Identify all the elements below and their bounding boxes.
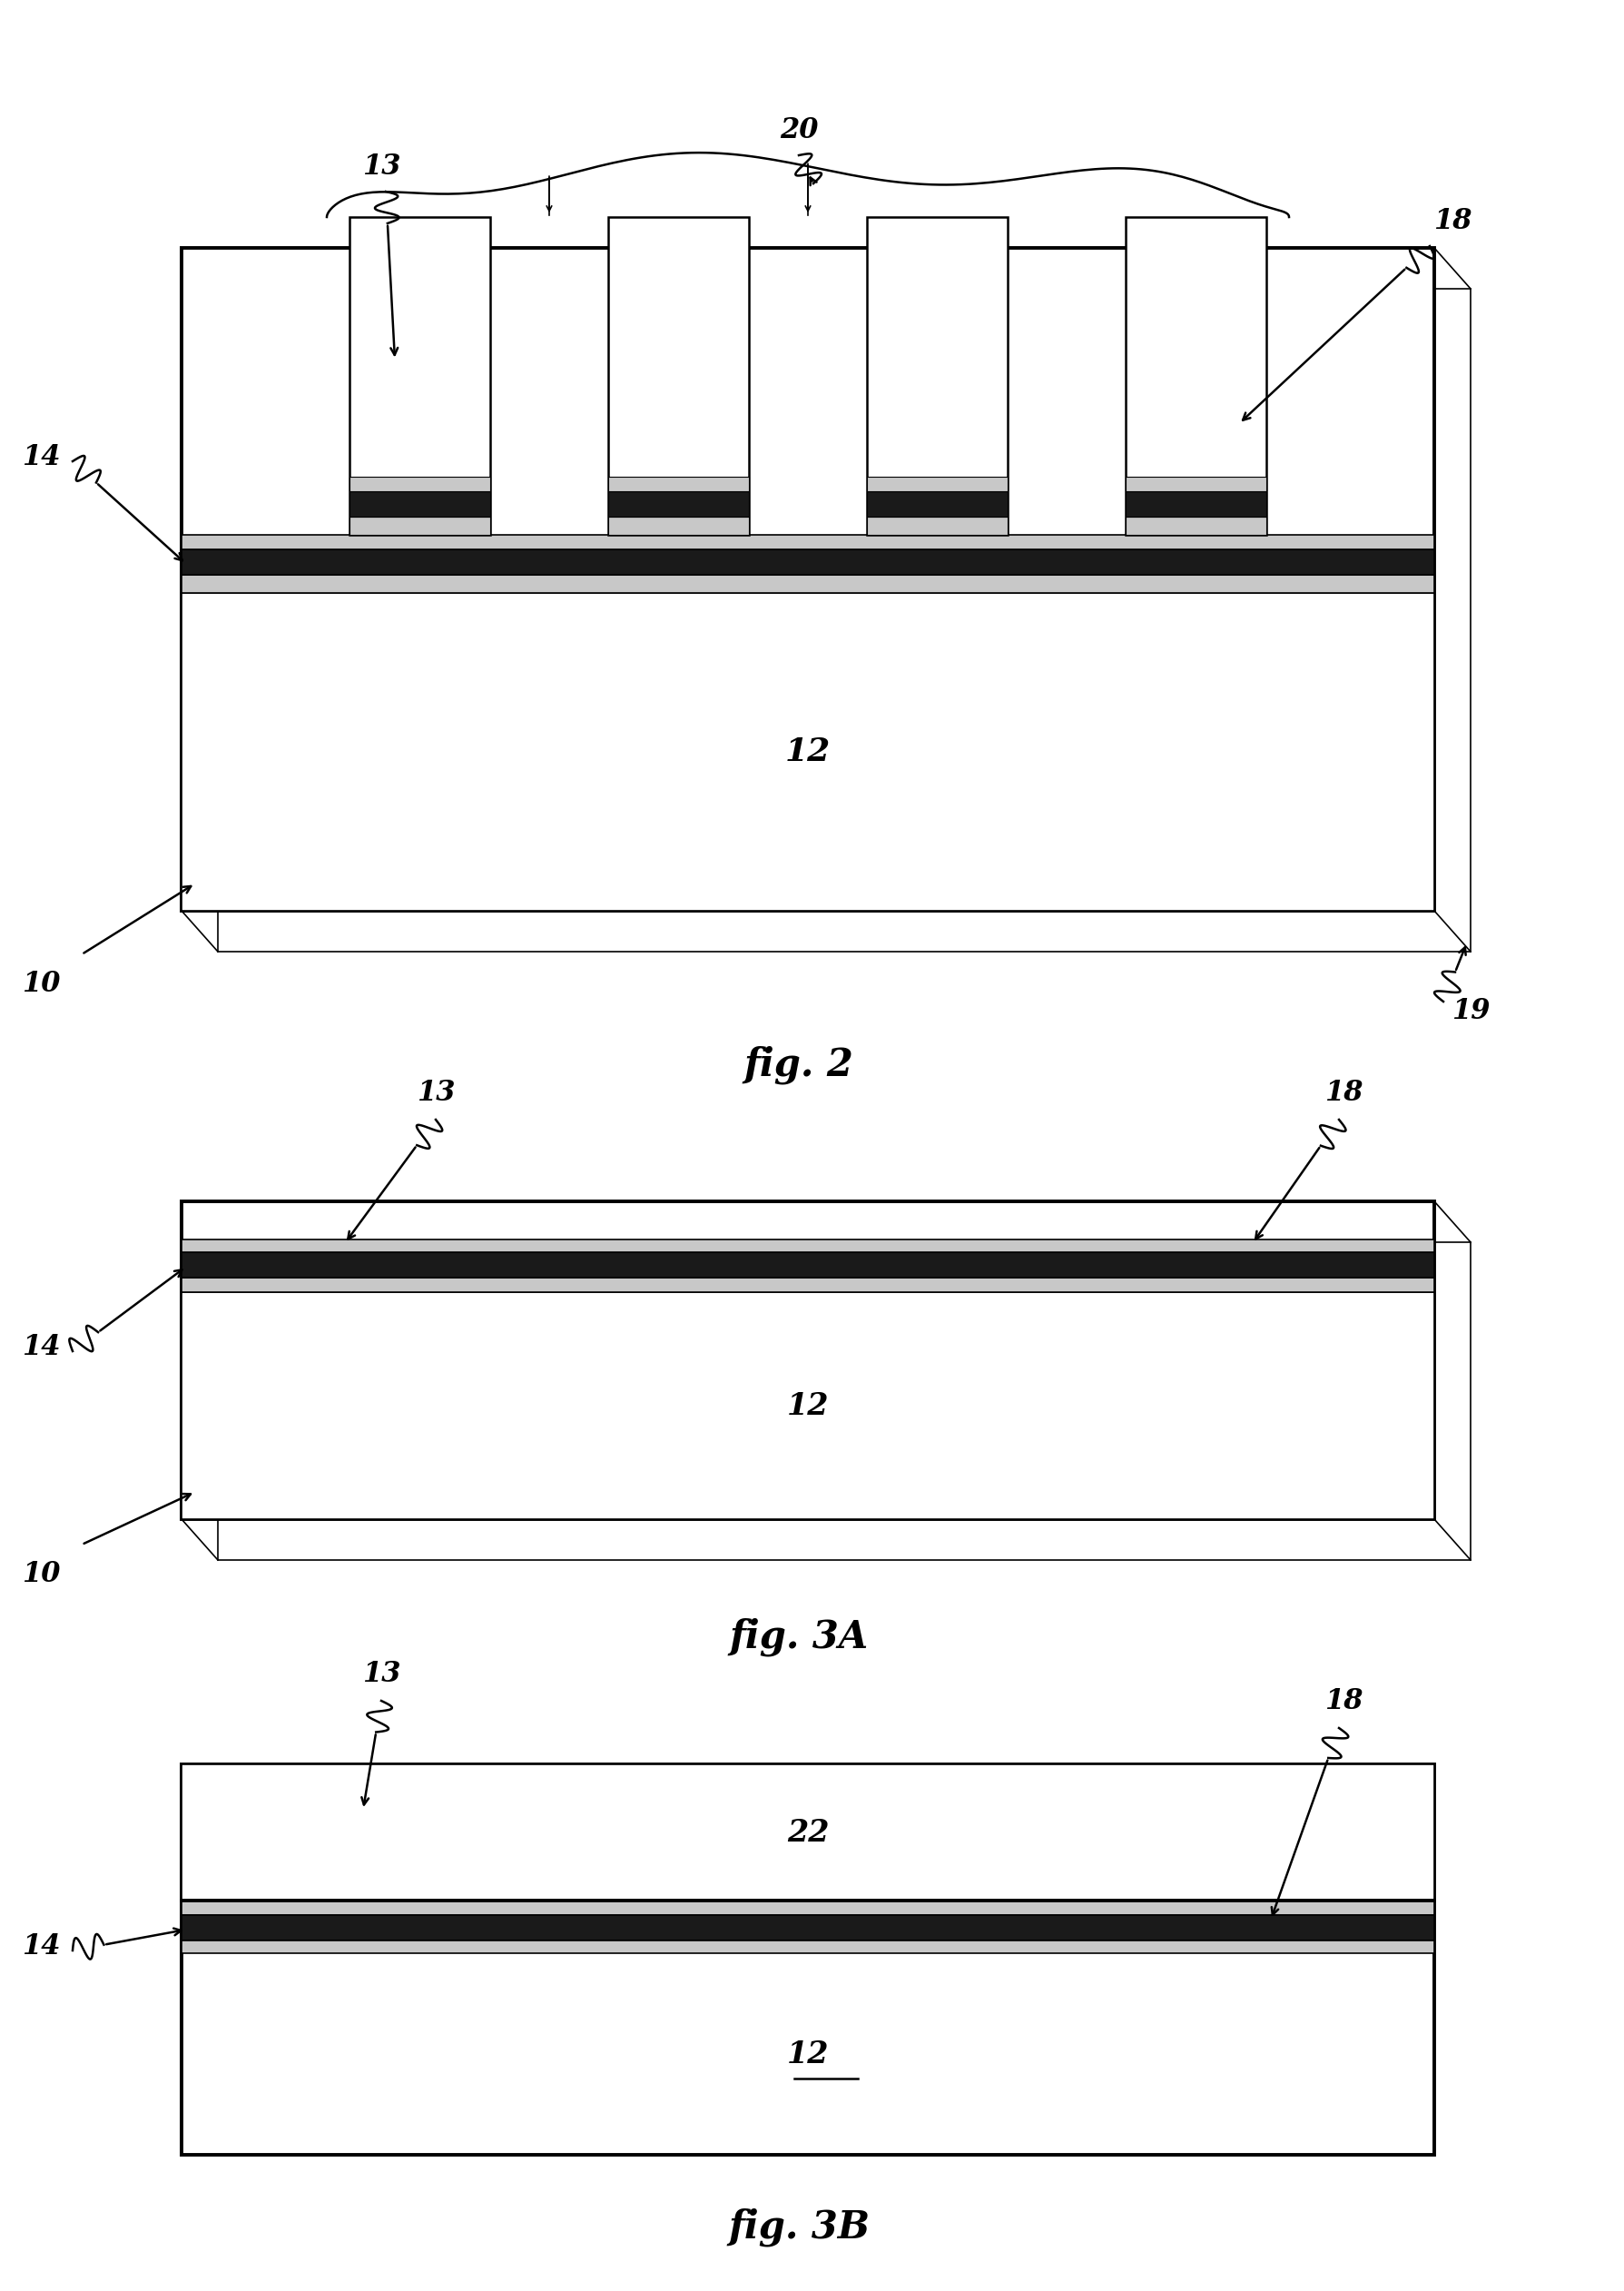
Text: 18: 18: [1324, 1079, 1363, 1107]
Polygon shape: [1125, 218, 1265, 534]
Text: 22: 22: [786, 1817, 828, 1847]
Polygon shape: [182, 1764, 1434, 1902]
Polygon shape: [607, 477, 749, 490]
Text: 10: 10: [21, 1560, 60, 1588]
Polygon shape: [607, 490, 749, 518]
Text: 13: 13: [362, 1659, 401, 1688]
Polygon shape: [182, 534, 1434, 550]
Polygon shape: [867, 218, 1007, 534]
Polygon shape: [607, 218, 749, 534]
Polygon shape: [867, 518, 1007, 534]
Polygon shape: [182, 593, 1434, 912]
Text: 14: 14: [21, 1931, 60, 1961]
Polygon shape: [182, 1915, 1434, 1940]
Text: 18: 18: [1432, 206, 1471, 234]
Text: 10: 10: [21, 969, 60, 997]
Polygon shape: [867, 477, 1007, 490]
Polygon shape: [182, 575, 1434, 593]
Polygon shape: [182, 247, 1434, 912]
Polygon shape: [182, 1764, 1434, 2156]
Polygon shape: [1125, 490, 1265, 518]
Text: 12: 12: [786, 2039, 828, 2069]
Polygon shape: [349, 218, 490, 534]
Text: fig. 3B: fig. 3B: [728, 2209, 869, 2247]
Polygon shape: [182, 1253, 1434, 1278]
Polygon shape: [349, 518, 490, 534]
Polygon shape: [182, 1239, 1434, 1253]
Text: fig. 2: fig. 2: [744, 1047, 853, 1084]
Text: 20: 20: [780, 117, 817, 144]
Polygon shape: [1125, 518, 1265, 534]
Text: 19: 19: [1450, 997, 1489, 1024]
Polygon shape: [182, 1940, 1434, 1954]
Text: 18: 18: [1324, 1686, 1363, 1716]
Polygon shape: [182, 550, 1434, 575]
Polygon shape: [182, 1200, 1434, 1519]
Polygon shape: [349, 490, 490, 518]
Polygon shape: [182, 1902, 1434, 1915]
Text: 13: 13: [362, 151, 401, 181]
Polygon shape: [349, 477, 490, 490]
Text: 13: 13: [416, 1079, 455, 1107]
Polygon shape: [867, 490, 1007, 518]
Polygon shape: [607, 518, 749, 534]
Text: 14: 14: [21, 1333, 60, 1361]
Text: 12: 12: [786, 1391, 828, 1420]
Polygon shape: [182, 1278, 1434, 1292]
Polygon shape: [1125, 477, 1265, 490]
Text: fig. 3A: fig. 3A: [729, 1617, 867, 1656]
Text: 14: 14: [21, 442, 60, 472]
Text: 12: 12: [784, 735, 830, 767]
Polygon shape: [182, 1292, 1434, 1519]
